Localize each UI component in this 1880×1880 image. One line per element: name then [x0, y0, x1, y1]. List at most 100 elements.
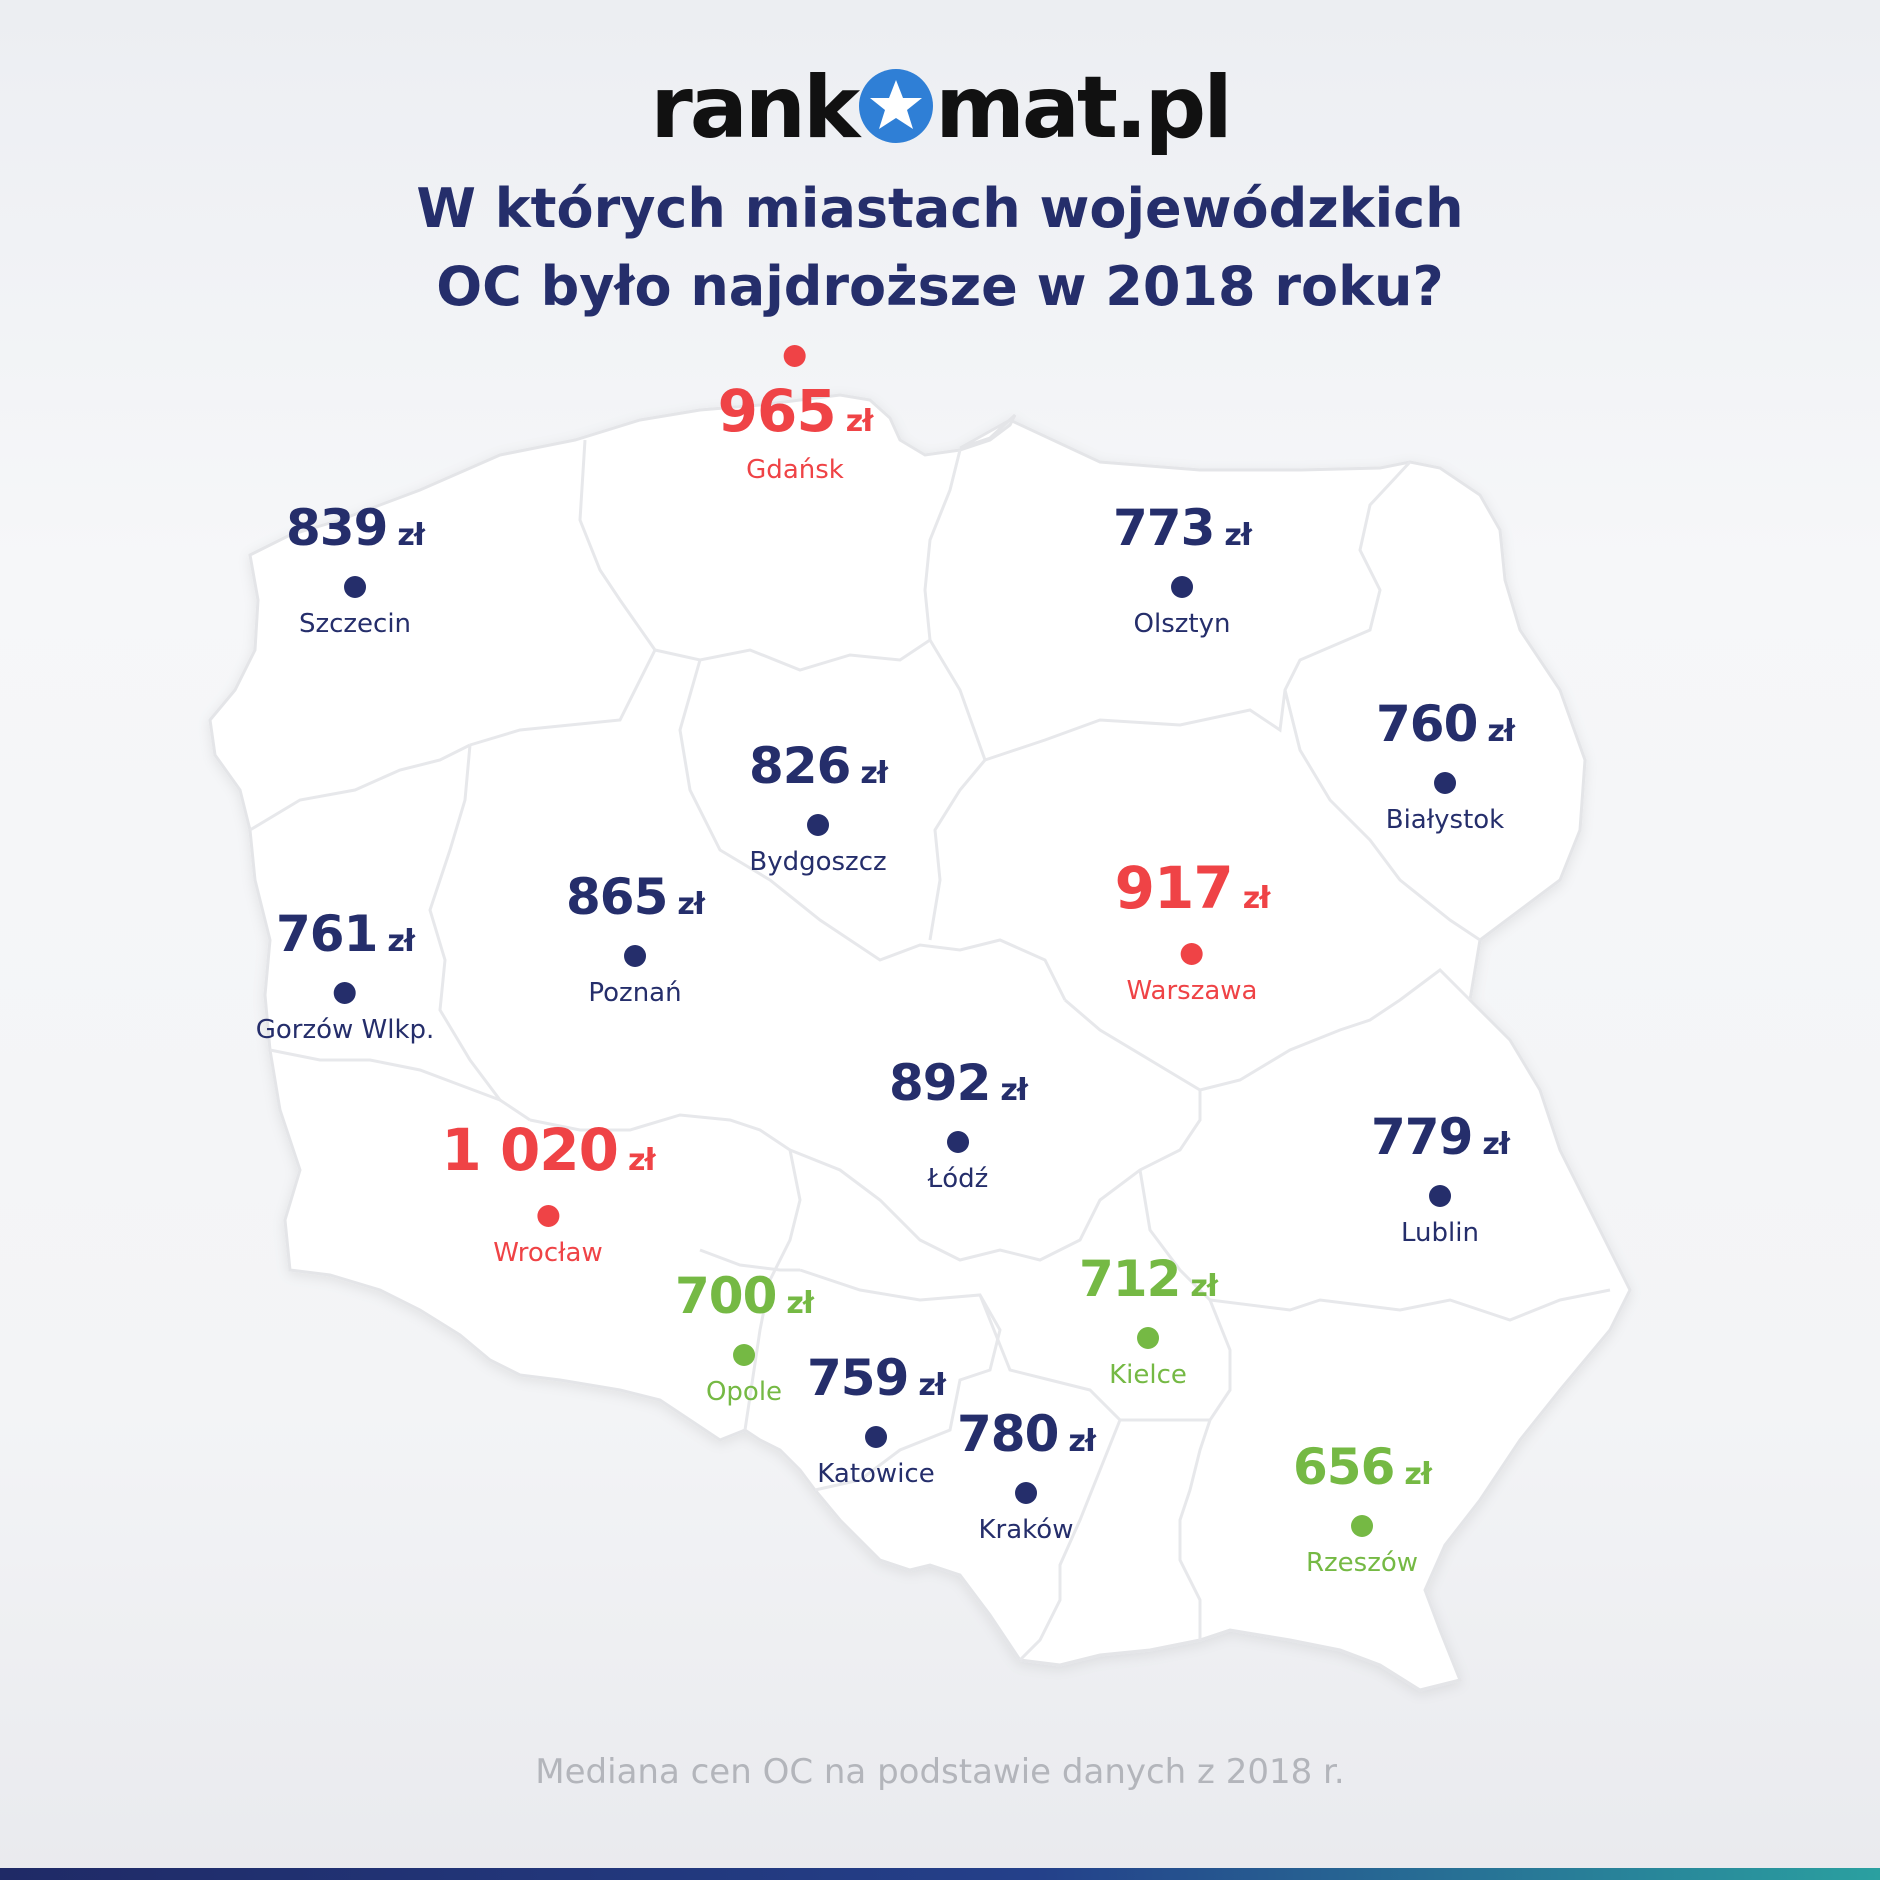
bottom-bar — [0, 1868, 1880, 1880]
city-price-unit: zł — [1190, 1269, 1218, 1304]
city-price: 700 zł — [675, 1267, 814, 1332]
city-marker-kielce: 712 zł Kielce — [1079, 1250, 1218, 1391]
city-price-unit: zł — [860, 756, 888, 791]
city-name: Poznań — [588, 978, 682, 1008]
city-price-unit: zł — [1487, 714, 1515, 749]
city-name: Opole — [705, 1377, 783, 1407]
city-dot — [1171, 576, 1193, 598]
city-marker-rzeszow: 656 zł Rzeszów — [1293, 1438, 1432, 1579]
title-line-1: W których miastach wojewódzkich — [416, 177, 1464, 240]
city-name: Szczecin — [298, 609, 412, 639]
city-price: 917 zł — [1114, 854, 1271, 931]
city-price-value: 826 — [749, 737, 851, 795]
city-marker-katowice: 759 zł Katowice — [807, 1349, 946, 1490]
city-price-unit: zł — [1000, 1073, 1028, 1108]
city-name: Lublin — [1401, 1218, 1479, 1248]
city-name: Białystok — [1385, 805, 1505, 835]
city-name: Warszawa — [1126, 976, 1258, 1006]
city-price: 965 zł — [718, 379, 874, 454]
city-price-unit: zł — [1404, 1457, 1432, 1492]
city-price: 839 zł — [286, 500, 425, 564]
city-marker-opole: 700 zł Opole — [675, 1267, 814, 1408]
city-dot — [947, 1131, 969, 1153]
city-price-unit: zł — [677, 887, 705, 922]
city-price-value: 1 020 — [441, 1116, 619, 1184]
city-price: 712 zł — [1079, 1250, 1218, 1315]
city-dot — [1137, 1327, 1159, 1349]
city-marker-wroclaw: 1 020 zł Wrocław — [441, 1116, 656, 1269]
city-price: 892 zł — [889, 1054, 1028, 1119]
city-name: Łódź — [927, 1164, 989, 1194]
city-price-unit: zł — [1242, 881, 1271, 916]
city-marker-bydgoszcz: 826 zł Bydgoszcz — [749, 737, 888, 878]
city-price-value: 760 — [1376, 695, 1478, 753]
title-line-2: OC było najdroższe w 2018 roku? — [436, 255, 1444, 318]
city-dot — [537, 1205, 559, 1227]
city-dot — [1434, 772, 1456, 794]
city-price: 760 zł — [1376, 695, 1515, 760]
page-title: W których miastach wojewódzkich OC było … — [0, 170, 1880, 326]
city-price-value: 773 — [1113, 499, 1215, 557]
city-price-value: 712 — [1079, 1250, 1181, 1308]
city-price-unit: zł — [918, 1368, 946, 1403]
city-name: Olsztyn — [1133, 609, 1231, 639]
country-outline — [208, 393, 1632, 1692]
city-name: Gorzów Wlkp. — [255, 1015, 435, 1045]
city-price-value: 780 — [957, 1405, 1059, 1463]
city-name: Gdańsk — [746, 455, 844, 485]
city-dot — [624, 945, 646, 967]
city-marker-lublin: 779 zł Lublin — [1371, 1108, 1510, 1249]
city-marker-gdansk: 965 zł Gdańsk — [718, 345, 873, 486]
city-marker-bialystok: 760 zł Białystok — [1376, 695, 1515, 836]
city-price-unit: zł — [786, 1286, 814, 1321]
city-price-value: 892 — [889, 1054, 991, 1112]
city-marker-warszawa: 917 zł Warszawa — [1114, 854, 1271, 1007]
city-price-value: 779 — [1371, 1108, 1473, 1166]
city-name: Kraków — [978, 1515, 1074, 1545]
city-price: 1 020 zł — [441, 1116, 656, 1193]
city-marker-olsztyn: 773 zł Olsztyn — [1113, 499, 1252, 640]
footnote: Mediana cen OC na podstawie danych z 201… — [535, 1752, 1345, 1792]
city-dot — [334, 982, 356, 1004]
city-price-unit: zł — [1482, 1127, 1510, 1162]
city-dot — [1351, 1515, 1373, 1537]
city-price-value: 700 — [675, 1267, 777, 1325]
city-price-value: 865 — [566, 868, 668, 926]
city-marker-krakow: 780 zł Kraków — [957, 1405, 1096, 1546]
logo: rank mat.pl — [0, 58, 1880, 158]
city-price: 826 zł — [749, 737, 888, 802]
city-dot — [733, 1344, 755, 1366]
logo-text-left: rank — [650, 58, 860, 158]
city-dot — [344, 576, 366, 598]
city-marker-lodz: 892 zł Łódź — [889, 1054, 1028, 1195]
city-price: 780 zł — [957, 1405, 1096, 1470]
city-price-unit: zł — [1224, 518, 1252, 553]
city-name: Kielce — [1109, 1360, 1187, 1390]
city-dot — [1015, 1482, 1037, 1504]
city-name: Katowice — [817, 1459, 935, 1489]
city-dot — [783, 345, 806, 367]
city-price-value: 759 — [807, 1349, 909, 1407]
city-price: 656 zł — [1293, 1438, 1432, 1503]
star-icon — [859, 69, 934, 143]
city-price: 865 zł — [566, 868, 705, 933]
city-dot — [1180, 943, 1203, 965]
city-price-value: 656 — [1293, 1438, 1395, 1496]
city-price-value: 761 — [276, 905, 378, 963]
city-price-unit: zł — [628, 1143, 656, 1178]
city-marker-szczecin: 839 zł Szczecin — [286, 500, 425, 640]
city-marker-poznan: 865 zł Poznań — [566, 868, 705, 1009]
city-price-unit: zł — [1068, 1424, 1096, 1459]
city-price-value: 917 — [1114, 854, 1234, 922]
city-price: 773 zł — [1113, 499, 1252, 564]
city-price: 759 zł — [807, 1349, 946, 1414]
city-dot — [865, 1426, 887, 1448]
city-name: Wrocław — [493, 1238, 603, 1268]
voivodeship-borders — [249, 439, 1611, 1662]
city-name: Bydgoszcz — [749, 847, 887, 877]
city-dot — [1429, 1185, 1451, 1207]
city-price-unit: zł — [397, 518, 425, 553]
city-name: Rzeszów — [1305, 1548, 1419, 1578]
logo-text-right: mat.pl — [935, 58, 1232, 158]
